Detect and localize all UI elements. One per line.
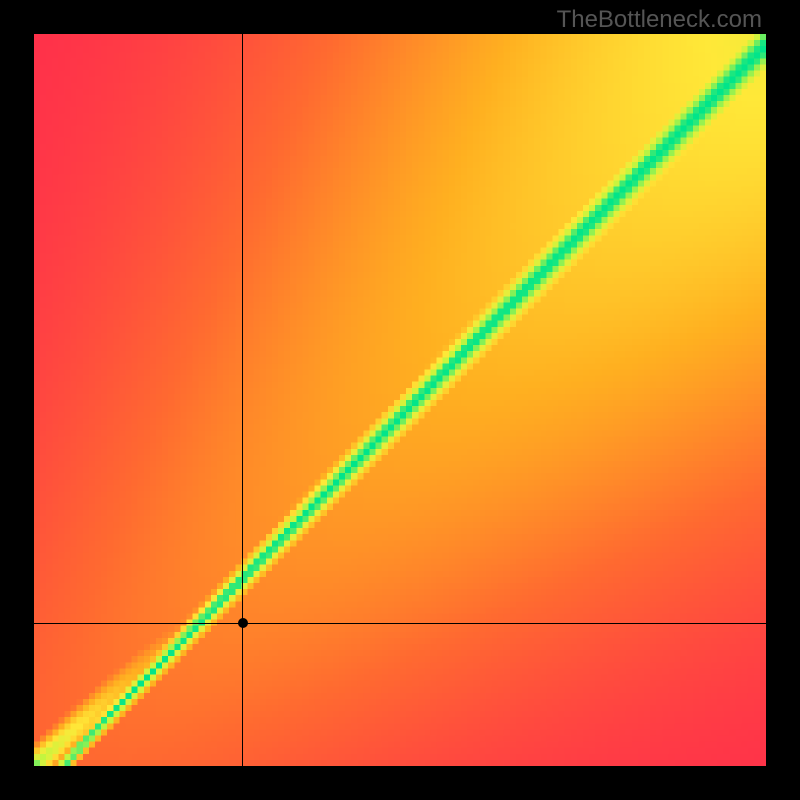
crosshair-horizontal: [34, 623, 766, 624]
crosshair-marker: [238, 618, 248, 628]
crosshair-vertical: [242, 34, 243, 766]
chart-container: TheBottleneck.com: [0, 0, 800, 800]
bottleneck-heatmap: [34, 34, 766, 766]
watermark-text: TheBottleneck.com: [557, 6, 762, 34]
